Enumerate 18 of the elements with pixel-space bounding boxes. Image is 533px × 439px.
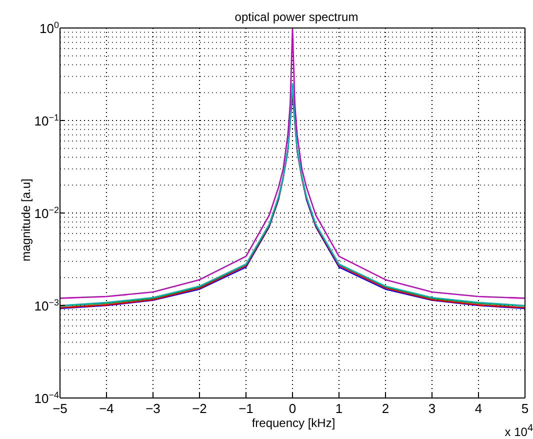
text: x 10$^{4}$ — [504, 423, 533, 439]
y-tick-label: 10$^{−2}$ — [34, 205, 59, 221]
x-axis-title: frequency [kHz] — [252, 416, 336, 430]
y-tick-label: 10$^{0}$ — [40, 20, 59, 36]
x-tick-label: 1 — [335, 401, 343, 416]
x-tick-label: 0 — [288, 401, 296, 416]
chart-title: optical power spectrum — [234, 10, 358, 24]
y-tick-label: 10$^{−1}$ — [34, 112, 59, 128]
x-tick-label: −4 — [99, 401, 114, 416]
x-tick-label: 3 — [428, 401, 436, 416]
x-tick-label: 5 — [521, 401, 529, 416]
x-tick-label: −3 — [146, 401, 160, 416]
x-tick-label: 4 — [474, 401, 482, 416]
x-tick-label: −2 — [192, 401, 207, 416]
y-tick-label: 10$^{−3}$ — [34, 298, 59, 314]
y-axis-title: magnitude [a.u] — [19, 178, 33, 264]
x-tick-label: 2 — [382, 401, 390, 416]
x-tick-label: −1 — [238, 401, 254, 416]
